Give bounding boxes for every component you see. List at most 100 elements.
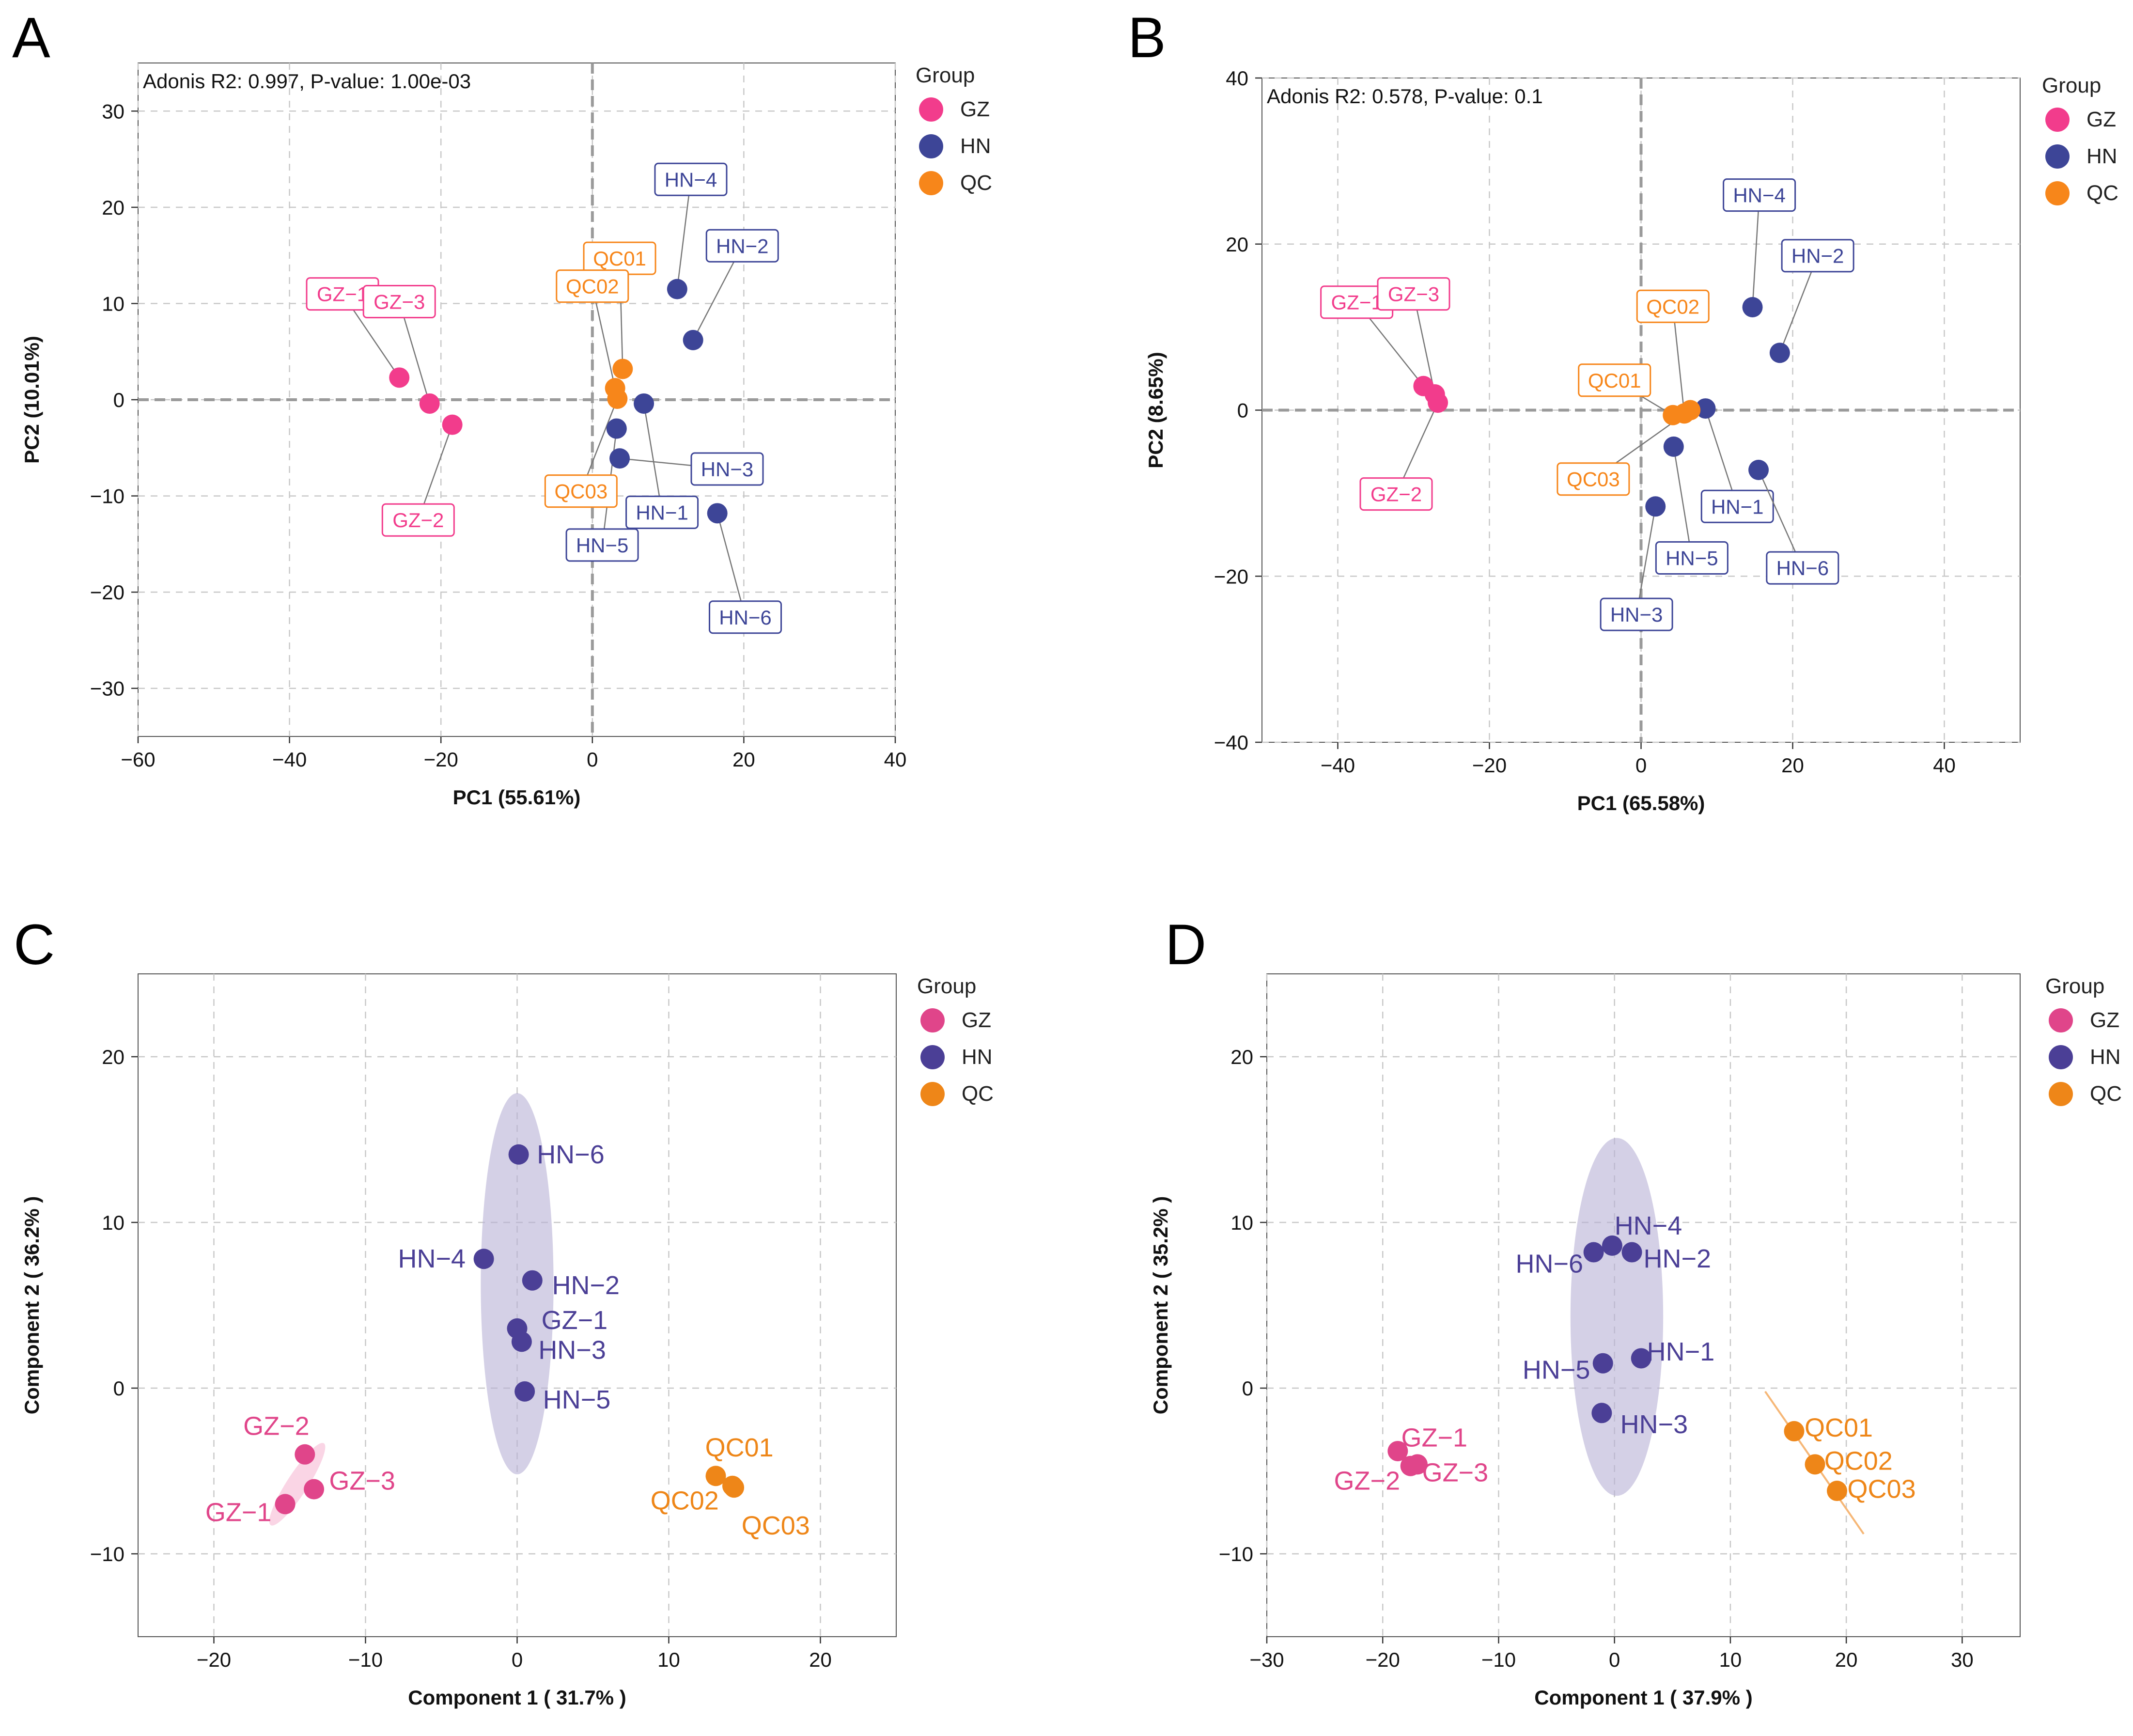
data-point-gz bbox=[1407, 1454, 1428, 1475]
legend-label: GZ bbox=[962, 1008, 991, 1032]
data-point-qc bbox=[1784, 1421, 1805, 1441]
data-point-gz bbox=[1428, 392, 1448, 413]
point-label-box bbox=[625, 495, 699, 529]
data-point-gz bbox=[1387, 1440, 1408, 1461]
y-axis-title: Component 2 ( 36.2% ) bbox=[20, 1196, 43, 1414]
legend-key-qc bbox=[2045, 181, 2070, 205]
legend-label: GZ bbox=[960, 97, 990, 121]
y-tick-label: −20 bbox=[90, 581, 125, 604]
y-tick-label: 0 bbox=[113, 389, 125, 411]
point-label: HN−5 bbox=[1523, 1355, 1590, 1384]
legend-label: GZ bbox=[2086, 108, 2116, 131]
point-label-box bbox=[1600, 597, 1673, 631]
data-point-qc bbox=[724, 1477, 745, 1498]
y-tick-label: 0 bbox=[1242, 1377, 1253, 1400]
point-label: GZ−1 bbox=[1331, 291, 1383, 314]
y-axis-title: Component 2 ( 35.2% ) bbox=[1149, 1196, 1172, 1414]
x-axis-title: PC1 (55.61%) bbox=[453, 786, 581, 809]
point-label: HN−1 bbox=[636, 501, 688, 524]
data-point-gz bbox=[419, 393, 440, 414]
point-label-box bbox=[381, 503, 455, 537]
legend-label: QC bbox=[2086, 181, 2118, 205]
legend-label: QC bbox=[962, 1082, 994, 1106]
leader-line bbox=[1635, 506, 1656, 615]
x-axis-title: Component 1 ( 37.9% ) bbox=[1534, 1686, 1752, 1709]
point-label-box bbox=[1377, 277, 1450, 311]
x-tick-label: 30 bbox=[1951, 1648, 1974, 1671]
y-tick-label: −10 bbox=[90, 1543, 125, 1565]
leader-line bbox=[676, 179, 692, 289]
point-label: QC02 bbox=[1824, 1446, 1893, 1475]
legend-label: HN bbox=[962, 1045, 993, 1069]
confidence-ellipse-hn bbox=[1570, 1138, 1664, 1496]
legend-label: HN bbox=[960, 134, 991, 158]
y-tick-label: 10 bbox=[102, 292, 125, 315]
point-label: QC01 bbox=[593, 247, 646, 270]
legend-title: Group bbox=[917, 974, 976, 998]
point-label: HN−4 bbox=[398, 1244, 466, 1273]
x-tick-label: −20 bbox=[1472, 754, 1507, 777]
legend-key-hn bbox=[2049, 1045, 2073, 1069]
y-tick-label: −10 bbox=[1219, 1543, 1253, 1565]
data-point-qc bbox=[607, 389, 628, 409]
data-point-hn bbox=[1645, 496, 1666, 517]
data-point-gz bbox=[295, 1444, 315, 1465]
point-label: HN−6 bbox=[537, 1140, 605, 1169]
data-point-hn bbox=[1591, 1403, 1612, 1423]
point-label: HN−6 bbox=[719, 606, 772, 629]
point-label: HN−3 bbox=[701, 458, 754, 481]
legend-key-hn bbox=[919, 134, 943, 158]
y-tick-label: 0 bbox=[1237, 399, 1248, 422]
data-point-hn bbox=[511, 1331, 532, 1352]
x-tick-label: −30 bbox=[1249, 1648, 1284, 1671]
legend-key-qc bbox=[919, 171, 943, 195]
point-label-box bbox=[1781, 239, 1854, 273]
data-point-hn bbox=[1769, 343, 1790, 363]
x-tick-label: −10 bbox=[1481, 1648, 1516, 1671]
data-point-hn bbox=[1742, 297, 1763, 317]
point-label: HN−4 bbox=[1733, 184, 1786, 207]
x-tick-label: −20 bbox=[197, 1648, 231, 1671]
panel-A: A −60 −40 −20 0 20 40 −30 −20 −10 0 10 20 30 PC1 (55.6… bbox=[12, 6, 992, 809]
x-tick-label: 0 bbox=[1635, 754, 1647, 777]
point-label: HN−5 bbox=[1666, 547, 1718, 570]
point-label: HN−3 bbox=[1620, 1410, 1688, 1439]
legend-label: HN bbox=[2086, 144, 2117, 168]
y-tick-label: 0 bbox=[113, 1377, 125, 1400]
x-tick-label: −10 bbox=[348, 1648, 383, 1671]
point-label: QC03 bbox=[742, 1511, 810, 1540]
point-label-box bbox=[1766, 551, 1839, 585]
data-point-hn bbox=[609, 448, 630, 469]
point-label-box bbox=[556, 269, 629, 303]
legend-key-gz bbox=[2045, 108, 2070, 132]
data-point-gz bbox=[442, 414, 463, 435]
y-tick-label: −10 bbox=[90, 485, 125, 508]
data-point-hn bbox=[1602, 1235, 1622, 1256]
point-label-box bbox=[1359, 477, 1433, 511]
point-label: GZ−1 bbox=[205, 1498, 272, 1527]
point-label-box bbox=[1578, 363, 1651, 397]
panel-B: B −40 −20 0 20 40 −40 −20 0 20 40 PC1 (65.58%) PC2 (… bbox=[1128, 6, 2118, 814]
point-label: HN−2 bbox=[552, 1271, 620, 1300]
point-label: GZ−3 bbox=[1388, 283, 1439, 306]
adonis-annotation: Adonis R2: 0.578, P-value: 0.1 bbox=[1267, 85, 1543, 108]
point-label-box bbox=[1700, 489, 1774, 523]
point-label-box bbox=[362, 284, 436, 318]
y-tick-label: −30 bbox=[90, 677, 125, 700]
point-label: QC02 bbox=[1646, 295, 1699, 318]
point-label: QC01 bbox=[705, 1433, 774, 1462]
legend-title: Group bbox=[2045, 974, 2104, 998]
leader-line bbox=[1673, 446, 1693, 558]
x-tick-label: −40 bbox=[1321, 754, 1355, 777]
leader-line bbox=[1752, 195, 1760, 308]
point-label-box bbox=[544, 474, 618, 508]
leader-line bbox=[643, 403, 663, 513]
data-point-qc bbox=[1663, 405, 1683, 425]
point-label: QC01 bbox=[1805, 1413, 1873, 1442]
legend-label: HN bbox=[2090, 1045, 2121, 1069]
y-tick-label: 40 bbox=[1226, 67, 1248, 90]
data-point-qc bbox=[1680, 400, 1701, 421]
point-label: QC02 bbox=[566, 275, 619, 298]
point-label: HN−3 bbox=[1610, 603, 1663, 626]
